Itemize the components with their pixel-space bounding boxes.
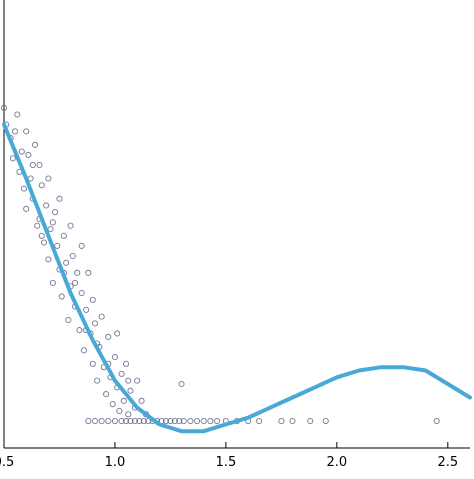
- scatter-point: [32, 141, 39, 148]
- scatter-point: [213, 418, 221, 425]
- scatter-point: [85, 418, 92, 425]
- scatter-point: [23, 205, 30, 212]
- scatter-point: [187, 418, 194, 425]
- scatter-point: [109, 401, 116, 408]
- scatter-point: [45, 256, 52, 263]
- scatter-point: [111, 418, 119, 425]
- x-axis-ticks: 0.5 1.0 1.5 2.0 2.5: [0, 442, 458, 470]
- scatter-point: [162, 418, 170, 425]
- scatter-point: [76, 327, 83, 334]
- scatter-point: [56, 195, 63, 202]
- scatter-point: [89, 296, 96, 303]
- scatter-point: [125, 377, 132, 384]
- scatter-point: [34, 222, 41, 229]
- scatter-point: [136, 418, 143, 425]
- x-tick-label: 1.5: [216, 455, 237, 470]
- scatter-point: [120, 397, 127, 404]
- x-tick-label: 0.5: [0, 455, 14, 470]
- scatter-point: [65, 316, 72, 324]
- scatter-point: [105, 333, 112, 340]
- scatter-point: [29, 162, 36, 169]
- scatter-point: [78, 290, 85, 297]
- scatter-point: [125, 411, 132, 418]
- scatter-point: [43, 202, 50, 209]
- scatter-point: [45, 175, 52, 182]
- scatter-point: [127, 418, 134, 425]
- scatter-point: [122, 360, 130, 367]
- scatter-point: [74, 269, 81, 276]
- scatter-point: [134, 377, 141, 384]
- scatter-point: [14, 111, 21, 118]
- scatter-point: [131, 418, 138, 425]
- x-tick-label: 1.0: [105, 455, 126, 470]
- scatter-point: [49, 219, 56, 226]
- trend-line: [2, 122, 472, 434]
- scatter-point: [122, 418, 130, 425]
- scatter-point: [256, 418, 263, 425]
- scatter-points: [0, 104, 440, 425]
- scatter-point: [114, 330, 121, 337]
- scatter-point: [322, 418, 329, 425]
- scatter-point: [289, 418, 296, 425]
- scatter-point: [25, 151, 32, 158]
- scatter-point: [0, 104, 8, 111]
- scatter-point: [85, 269, 92, 276]
- scatter-point: [89, 360, 96, 367]
- axes: [3, 0, 470, 449]
- scatter-point: [103, 391, 110, 398]
- scatter-point: [69, 252, 76, 260]
- x-tick-label: 2.0: [327, 455, 348, 470]
- scatter-point: [105, 418, 112, 425]
- scatter-point: [118, 370, 125, 377]
- scatter-point: [91, 320, 99, 327]
- scatter-point: [116, 407, 123, 414]
- scatter-point: [47, 226, 54, 233]
- scatter-point: [200, 418, 207, 425]
- scatter-point: [278, 418, 285, 425]
- scatter-point: [23, 128, 30, 135]
- scatter-point: [20, 185, 28, 192]
- trend-line-group: [2, 122, 472, 434]
- scatter-point: [176, 418, 183, 425]
- scatter-point: [80, 347, 87, 354]
- scatter-point: [138, 397, 145, 404]
- scatter-point: [60, 232, 67, 239]
- scatter-point: [54, 242, 61, 249]
- scatter-point: [127, 387, 134, 394]
- scatter-point: [40, 239, 47, 246]
- scatter-point: [94, 377, 101, 384]
- scatter-point: [167, 418, 174, 425]
- scatter-point: [58, 293, 65, 300]
- scatter-point: [12, 128, 19, 135]
- scatter-point: [118, 418, 125, 425]
- scatter-point: [207, 418, 214, 425]
- scatter-point: [83, 306, 90, 313]
- scatter-point: [36, 162, 43, 169]
- scatter-point: [433, 418, 440, 425]
- scatter-point: [180, 418, 187, 425]
- scatter-point: [98, 418, 105, 425]
- scatter-point: [38, 232, 45, 239]
- scatter-point: [67, 222, 74, 229]
- scatter-point: [49, 279, 56, 286]
- scatter-point: [111, 354, 119, 361]
- scatter-point: [78, 242, 85, 249]
- scatter-point: [194, 418, 201, 425]
- scatter-point: [51, 209, 59, 216]
- scatter-point: [98, 313, 105, 320]
- scatter-point: [9, 155, 16, 162]
- scatter-point: [178, 380, 185, 388]
- scatter-point: [91, 418, 99, 425]
- scatter-point: [307, 418, 314, 425]
- scatter-point: [18, 148, 25, 155]
- scatter-point: [38, 182, 45, 189]
- scatter-point: [71, 279, 79, 286]
- x-tick-label: 2.5: [437, 455, 458, 470]
- scatter-point: [63, 259, 70, 266]
- scatter-point: [171, 418, 178, 425]
- scatter-point: [140, 418, 147, 425]
